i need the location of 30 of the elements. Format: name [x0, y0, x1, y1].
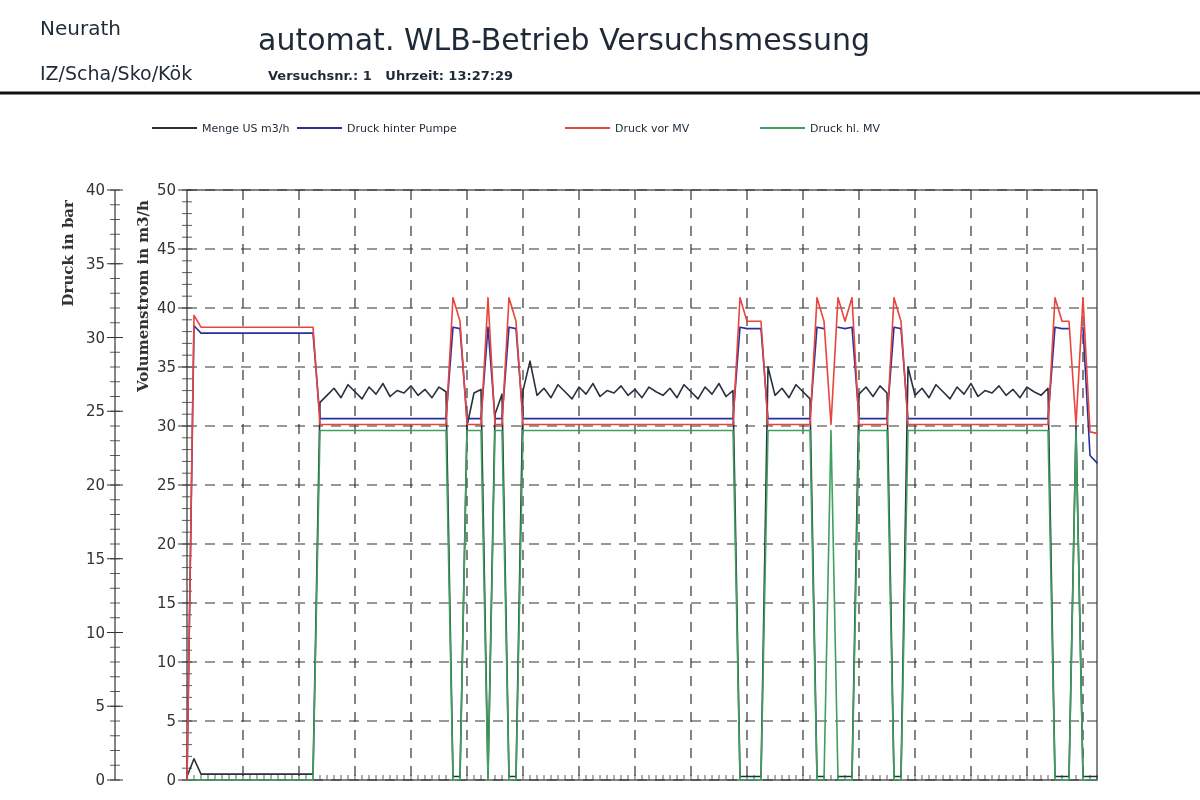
legend-label: Menge US m3/h [202, 122, 290, 135]
y-tick-label: 5 [166, 712, 176, 730]
y-axis-title: Volumenstrom in m3/h [134, 199, 152, 394]
chart-subtitle: Versuchsnr.: 1 Uhrzeit: 13:27:29 [268, 68, 514, 83]
y2-tick-label: 30 [85, 328, 105, 347]
y-tick-label: 35 [156, 358, 176, 376]
y-tick-label: 20 [156, 535, 176, 553]
text: Neurath [40, 16, 121, 40]
legend-label: Druck hl. MV [810, 122, 881, 135]
y-tick-label: 45 [156, 240, 176, 258]
y2-tick-label: 35 [85, 254, 105, 273]
y-tick-label: 25 [156, 476, 176, 494]
y-tick-label: 50 [156, 181, 176, 199]
y2-axis-title: Druck in bar [59, 198, 77, 307]
y2-tick-label: 20 [85, 476, 105, 494]
y-tick-label: 0 [166, 771, 176, 789]
legend-label: Druck vor MV [615, 122, 690, 135]
y2-tick-label: 40 [85, 181, 105, 199]
y2-tick-label: 10 [85, 623, 105, 642]
y-tick-label: 15 [156, 594, 176, 612]
text: IZ/Scha/Sko/Kök [40, 62, 193, 84]
y-tick-label: 30 [156, 417, 176, 435]
y2-tick-label: 25 [85, 402, 105, 421]
legend-label: Druck hinter Pumpe [347, 122, 458, 135]
y2-tick-label: 0 [95, 771, 105, 789]
y2-tick-label: 5 [95, 697, 105, 716]
y-tick-label: 10 [156, 653, 176, 671]
y2-tick-label: 15 [85, 549, 105, 568]
chart-title: automat. WLB-Betrieb Versuchsmessung [258, 22, 870, 57]
y-tick-label: 40 [156, 299, 176, 317]
